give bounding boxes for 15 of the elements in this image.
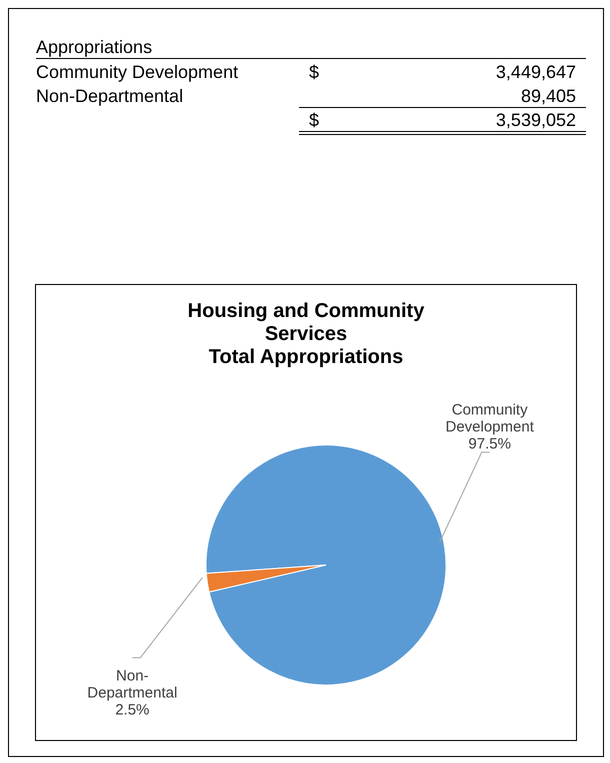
data-label: 97.5% — [468, 435, 511, 452]
text: 3,449,647 — [496, 61, 576, 83]
text: 89,405 — [520, 85, 576, 107]
chart-subtitle: Total Appropriations — [208, 346, 404, 369]
text: Appropriations — [36, 36, 586, 59]
slice-label: Non-Departmental — [87, 668, 178, 702]
text: $ — [309, 109, 320, 131]
text: $ — [309, 61, 320, 83]
pie-slice — [206, 444, 446, 686]
text: Community Development — [36, 61, 238, 83]
data-label: 2.5% — [115, 702, 150, 719]
text: Non-Departmental — [36, 85, 184, 107]
text: 3,539,052 — [496, 109, 576, 131]
chart-title: Housing and Community Services — [186, 300, 426, 346]
slice-label: Community Development — [445, 401, 535, 436]
